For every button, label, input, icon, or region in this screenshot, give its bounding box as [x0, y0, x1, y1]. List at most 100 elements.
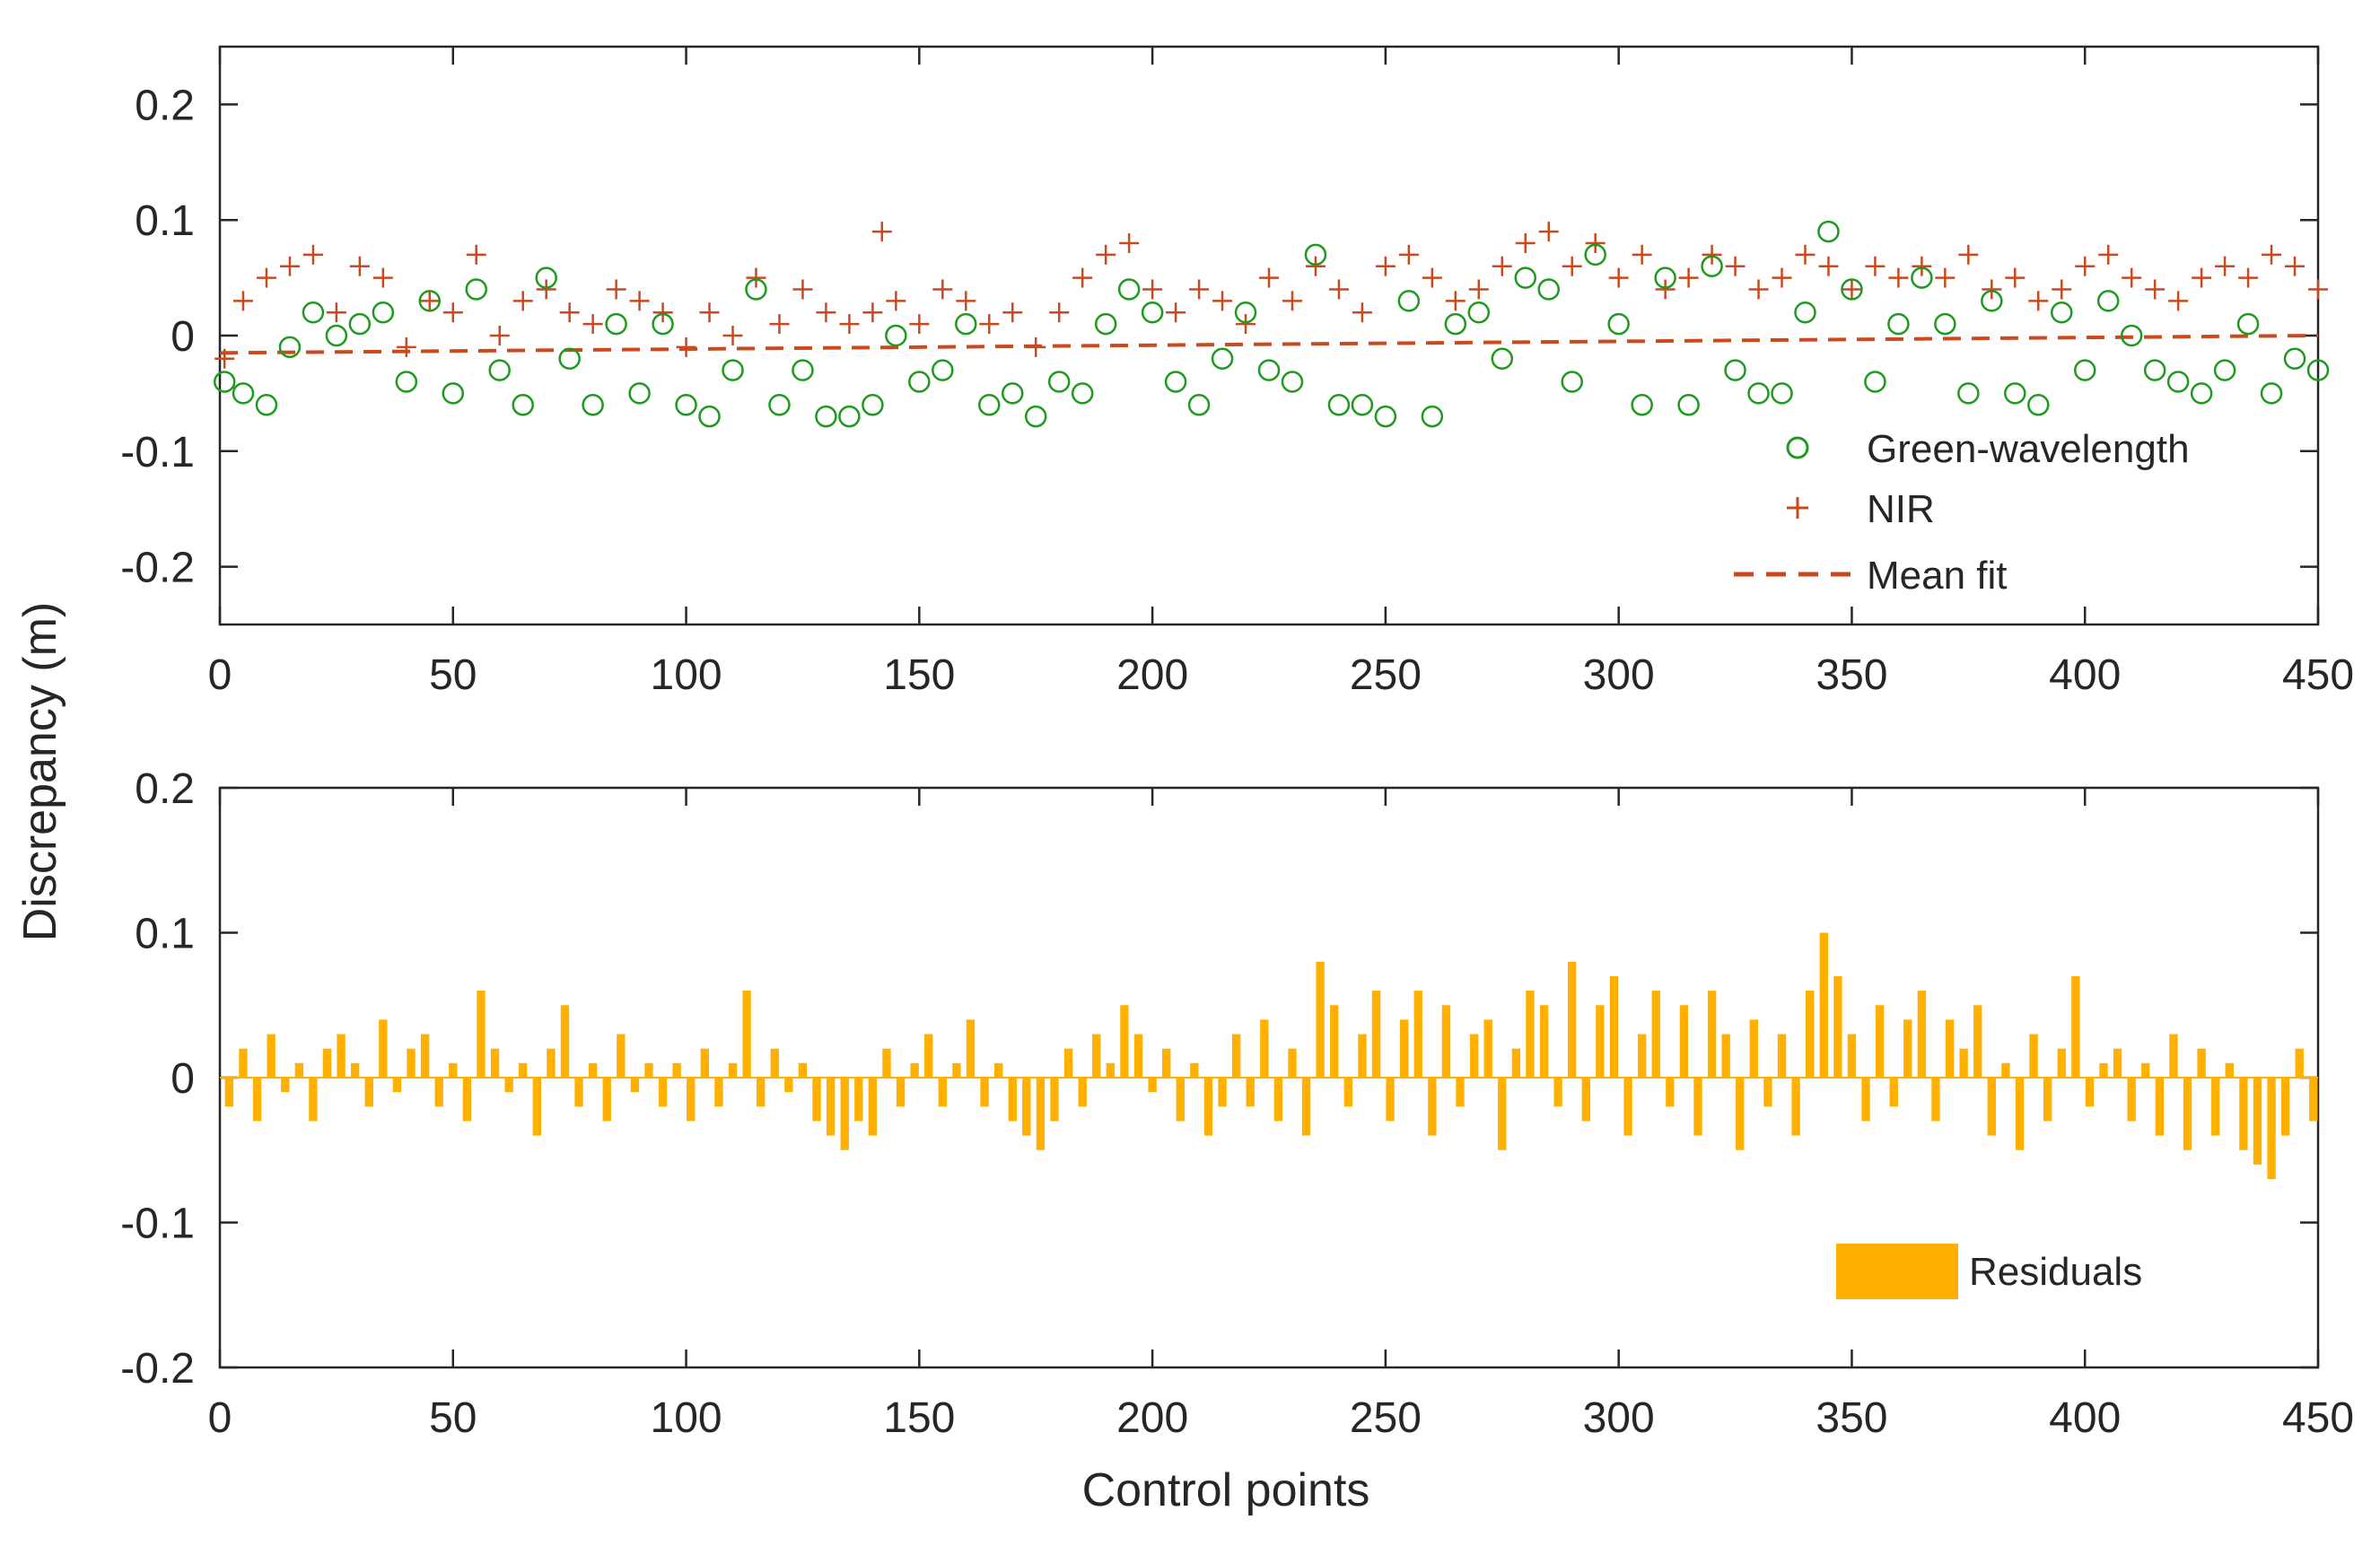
green-point: [885, 324, 907, 347]
residual-bar: [1133, 1034, 1143, 1078]
nir-point: [2285, 256, 2306, 276]
legend-residuals-swatch: [1836, 1244, 1958, 1299]
nir-point: [2192, 267, 2212, 288]
nir-point: [1515, 232, 1536, 253]
nir-point: [652, 302, 673, 323]
nir-point: [1212, 291, 1233, 311]
residual-bar: [449, 1062, 458, 1078]
residual-bar: [1777, 1034, 1787, 1078]
green-point: [1537, 278, 1560, 301]
residual-bar: [532, 1078, 541, 1136]
residual-bar: [1539, 1005, 1549, 1078]
nir-point: [1772, 267, 1792, 288]
green-point: [815, 405, 837, 428]
green-point: [1584, 243, 1606, 266]
residual-bar: [1945, 1019, 1955, 1078]
residual-bar: [714, 1078, 723, 1107]
residual-bar: [798, 1062, 808, 1078]
nir-point: [1748, 279, 1769, 300]
residual-bar: [728, 1062, 738, 1078]
residual-bar: [1875, 1005, 1885, 1078]
residual-bar: [1063, 1048, 1073, 1078]
nir-point: [302, 244, 323, 265]
top-xtick-label: 0: [208, 651, 232, 699]
green-point: [1374, 405, 1397, 428]
bottom-ytick-label: 0: [171, 1055, 195, 1103]
residual-bar: [687, 1078, 696, 1122]
bottom-xtick-label: 450: [2282, 1394, 2354, 1442]
green-point: [488, 359, 511, 381]
top-xtick-label: 200: [1116, 651, 1188, 699]
residual-bar: [1288, 1048, 1297, 1078]
nir-point: [1026, 336, 1046, 357]
nir-point: [1865, 256, 1886, 276]
residual-bar: [924, 1034, 933, 1078]
nir-point: [1818, 256, 1839, 276]
nir-point: [559, 302, 580, 323]
residual-bar: [1553, 1078, 1562, 1107]
nir-point: [2098, 244, 2119, 265]
top-xtick-label: 100: [651, 651, 722, 699]
green-point: [2120, 324, 2143, 347]
nir-point: [1935, 267, 1956, 288]
residual-bar: [672, 1062, 681, 1078]
residual-bar: [1903, 1019, 1912, 1078]
nir-point: [1608, 267, 1629, 288]
bottom-xtick-label: 150: [883, 1394, 955, 1442]
legend-fit-label: Mean fit: [1867, 554, 2008, 598]
nir-point: [1142, 279, 1163, 300]
nir-point: [2005, 267, 2026, 288]
green-point: [348, 312, 372, 336]
legend-nir-marker: [1787, 497, 1808, 519]
nir-point: [606, 279, 626, 300]
green-point: [278, 336, 302, 359]
residual-bar: [993, 1062, 1003, 1078]
x-axis-label: Control points: [1082, 1464, 1370, 1516]
green-point: [1607, 312, 1630, 336]
bottom-xtick-label: 100: [651, 1394, 722, 1442]
residual-bar: [434, 1078, 443, 1107]
residual-bar: [1749, 1019, 1759, 1078]
residual-bar: [1511, 1048, 1521, 1078]
nir-point: [839, 314, 860, 335]
residual-bar: [1246, 1078, 1255, 1107]
residual-bar: [2295, 1048, 2304, 1078]
residual-bar: [2183, 1078, 2192, 1150]
nir-point: [1305, 256, 1326, 276]
nir-point: [256, 267, 276, 288]
residual-bar: [1120, 1005, 1129, 1078]
residual-bar: [2169, 1034, 2178, 1078]
residual-bar: [868, 1078, 878, 1136]
green-point: [838, 405, 861, 428]
nir-point: [1189, 279, 1210, 300]
residual-bar: [896, 1078, 906, 1107]
green-point: [395, 371, 418, 393]
green-point: [1117, 278, 1141, 301]
bottom-xtick-label: 250: [1350, 1394, 1422, 1442]
green-point: [558, 347, 581, 371]
y-axis-label: Discrepancy (m): [14, 602, 66, 942]
residual-bar: [2239, 1078, 2248, 1150]
nir-point: [2262, 244, 2282, 265]
residual-bar: [504, 1078, 513, 1093]
residual-bar: [1050, 1078, 1059, 1122]
residual-bar: [392, 1078, 402, 1093]
nir-point: [722, 326, 743, 345]
residual-bar: [602, 1078, 611, 1122]
green-point: [213, 371, 236, 393]
residual-bar: [1847, 1034, 1857, 1078]
residual-bar: [2099, 1062, 2108, 1078]
residual-bar: [1022, 1078, 1031, 1136]
nir-point: [1259, 267, 1279, 288]
nir-point: [2168, 291, 2189, 311]
nir-point: [512, 291, 533, 311]
legend-nir-label: NIR: [1867, 487, 1935, 531]
residual-bar: [1399, 1019, 1409, 1078]
residual-bar: [281, 1078, 290, 1093]
bottom-ytick-label: -0.1: [120, 1201, 195, 1248]
residual-bar: [1428, 1078, 1437, 1136]
residual-bar: [1889, 1078, 1898, 1107]
residual-bar: [1526, 991, 1535, 1078]
green-point: [1841, 278, 1863, 301]
nir-point: [489, 326, 510, 345]
